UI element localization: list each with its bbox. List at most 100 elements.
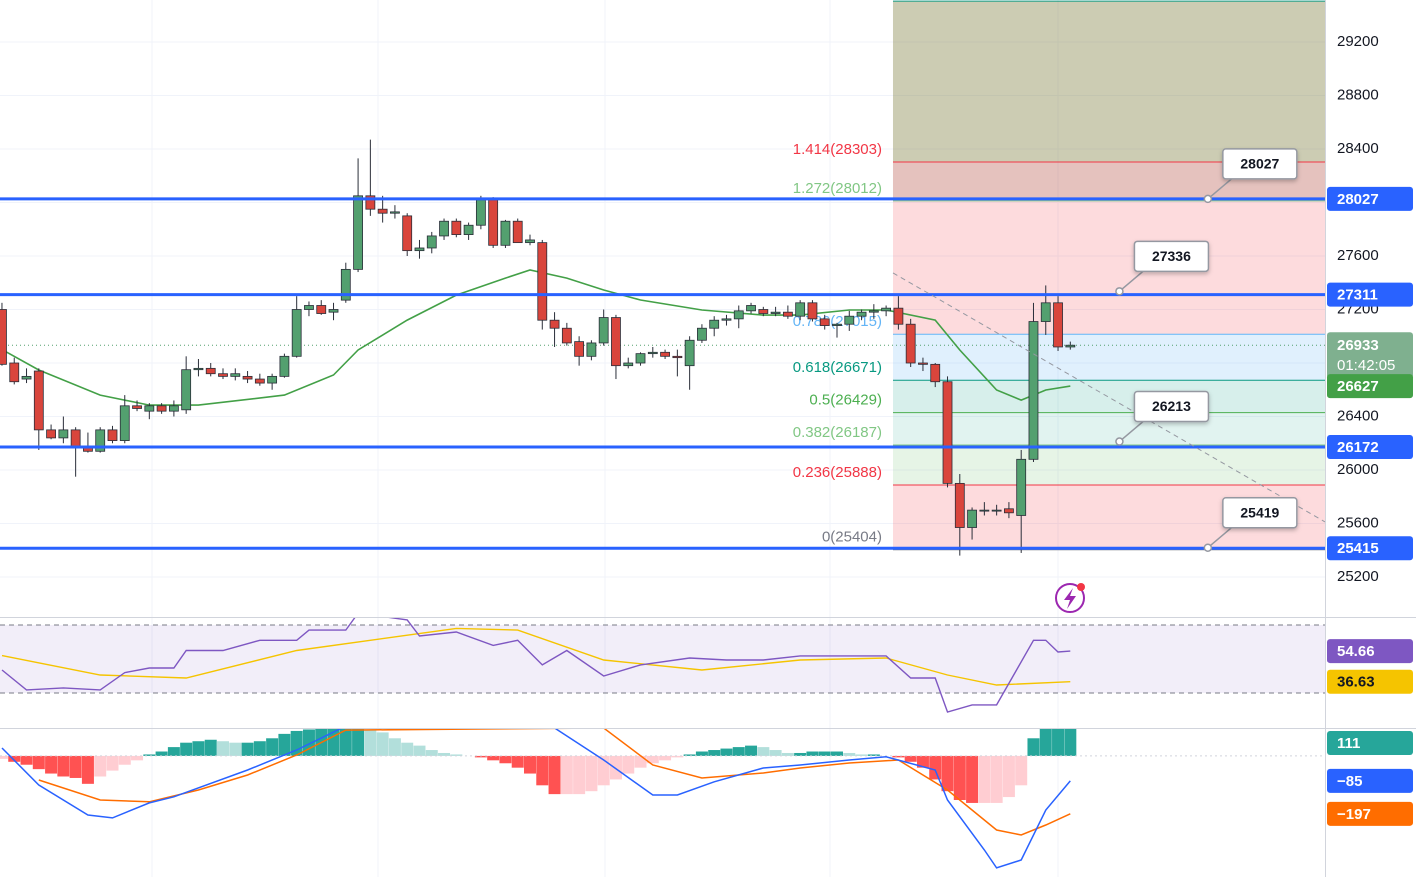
candle-body: [1040, 302, 1051, 322]
candle-body: [291, 309, 302, 357]
callout-box: [1222, 148, 1298, 180]
rsi-line: [1, 618, 1071, 713]
candle-body: [635, 353, 646, 364]
macd-hist-bar: [20, 755, 33, 765]
candle-body: [856, 311, 867, 317]
macd-hist-bar: [327, 729, 340, 756]
macd-hist-bar: [106, 755, 119, 771]
macd-hist-tag-bg: [1327, 731, 1413, 755]
macd-hist-bar: [131, 755, 144, 761]
y-tick-label: 26400: [1337, 407, 1379, 424]
macd-hist-bar: [708, 750, 721, 756]
candle-body: [402, 215, 413, 252]
macd-tag: −85: [1337, 773, 1362, 790]
candle-body: [525, 239, 535, 244]
candle-body: [205, 367, 216, 375]
candle-body: [733, 310, 744, 320]
callout-leader: [1118, 418, 1146, 443]
candle-body: [426, 235, 437, 249]
rsi-ma-line: [1, 627, 1071, 686]
candle-body: [132, 405, 142, 409]
fib-zone: [892, 334, 1325, 381]
candle-body: [230, 373, 241, 377]
macd-hist-bar: [180, 742, 193, 756]
callout-leader: [1118, 268, 1146, 292]
candle-body: [611, 317, 621, 367]
candle-body: [0, 309, 7, 365]
candle-body: [218, 373, 228, 377]
fib-label: 0.236(25888): [793, 464, 882, 481]
candle-body: [254, 378, 265, 384]
fib-zone: [892, 200, 1325, 335]
price-pane: 0(25404) 0.236(25888) 0.382(26187) 0.5(2642…: [0, 0, 1325, 578]
candle-body: [193, 367, 204, 371]
countdown: 01:42:05: [1337, 357, 1395, 374]
macd-hist-bar: [904, 755, 917, 762]
candle-body: [623, 362, 634, 367]
macd-hist-bar: [597, 755, 610, 786]
macd-hist-bar: [94, 755, 107, 777]
macd-tag-bg: [1327, 768, 1413, 793]
candle-body: [721, 318, 732, 321]
macd-hist-bar: [1027, 738, 1040, 756]
candle-body: [844, 315, 855, 325]
callout-label: 26213: [1152, 398, 1191, 414]
macd-pane: [0, 729, 1325, 869]
candle-body: [660, 351, 670, 357]
macd-hist-bar: [622, 755, 635, 774]
macd-hist-bar: [745, 745, 758, 756]
candle-body: [746, 305, 756, 312]
candle-body: [905, 323, 916, 364]
candle-body: [463, 224, 474, 236]
callout-label: 28027: [1240, 156, 1279, 172]
macd-hist-bar: [57, 755, 70, 777]
candle-body: [918, 362, 928, 365]
rsi-pane: [0, 618, 1325, 713]
alert-icon[interactable]: [1055, 583, 1085, 613]
candle-body: [893, 307, 904, 325]
macd-hist-bar: [781, 752, 794, 756]
macd-hist-bar: [155, 751, 168, 756]
macd-hist-bar: [192, 741, 205, 756]
callout-leader: [1207, 176, 1235, 200]
moving-average: [1, 269, 1071, 406]
candle-body: [377, 208, 388, 214]
candle-body: [561, 327, 572, 344]
macd-hist-bar: [732, 747, 745, 756]
fib-label: 0.5(26429): [809, 392, 882, 409]
candle-body: [930, 363, 941, 383]
macd-hist-bar: [425, 750, 438, 756]
candle-body: [156, 405, 167, 412]
macd-hist-bar: [0, 755, 8, 759]
macd-hist-bar: [364, 729, 377, 756]
candle-body: [70, 429, 81, 448]
macd-hist-bar: [143, 754, 156, 756]
macd-hist-bar: [609, 755, 622, 780]
macd-hist-bar: [990, 755, 1003, 803]
signal-tag-bg: [1327, 801, 1413, 826]
candle-body: [340, 268, 351, 301]
macd-hist-bar: [695, 751, 708, 756]
macd-hist-bar: [253, 741, 266, 756]
last-price-tag-bg: [1327, 332, 1413, 379]
macd-hist-bar: [69, 755, 82, 778]
ma-tag: 26627: [1337, 378, 1379, 395]
y-tick-label: 29200: [1337, 33, 1379, 50]
macd-hist-bar: [818, 751, 831, 756]
fib-label: 0(25404): [822, 529, 882, 546]
macd-hist-bar: [978, 755, 991, 803]
candle-body: [414, 247, 425, 252]
level-tag-bg: [1327, 186, 1413, 211]
macd-hist-bar: [229, 742, 242, 756]
candle-body: [574, 341, 585, 357]
candle-body: [1016, 458, 1027, 516]
candle-body: [1065, 344, 1076, 348]
macd-hist-bar: [450, 754, 463, 756]
candle-body: [242, 375, 253, 380]
macd-hist-bar: [413, 745, 426, 756]
macd-hist-bar: [474, 755, 487, 758]
candle-body: [512, 220, 523, 244]
candle-body: [1004, 508, 1014, 514]
last-price-tag: 26933: [1337, 337, 1379, 354]
